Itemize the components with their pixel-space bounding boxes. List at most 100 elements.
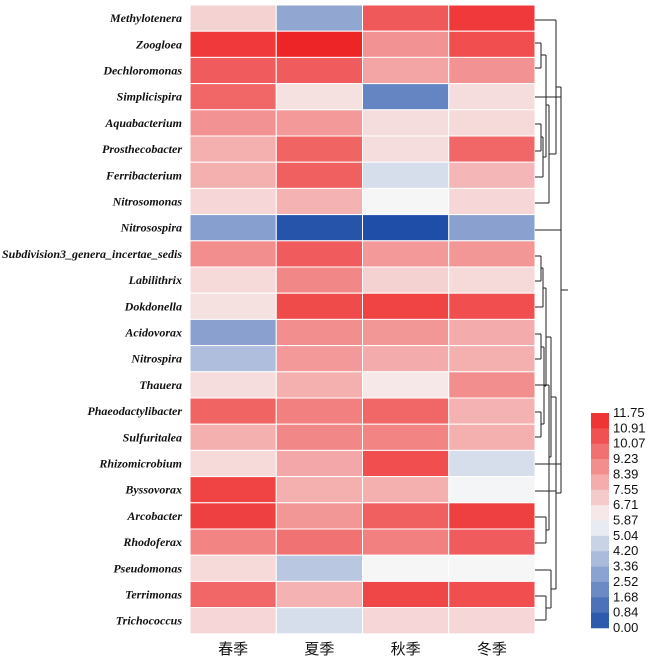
dendrogram-branches — [540, 20, 568, 620]
heatmap-cell — [448, 214, 536, 242]
row-label: Phaeodactylibacter — [87, 404, 182, 418]
heatmap-cell — [189, 528, 277, 556]
heatmap-cell — [189, 83, 277, 111]
heatmap-cell — [362, 528, 450, 556]
heatmap-cell — [275, 240, 363, 268]
heatmap-cell — [448, 109, 536, 137]
legend-tick-label: 10.91 — [613, 420, 646, 435]
legend-tick-label: 3.36 — [613, 559, 638, 574]
row-label: Dechloromonas — [102, 64, 182, 78]
row-label: Rhodoferax — [122, 535, 182, 549]
heatmap-cell — [189, 476, 277, 504]
legend-tick-label: 6.71 — [613, 497, 638, 512]
heatmap-cell — [275, 161, 363, 189]
heatmap-cell — [275, 30, 363, 58]
legend-swatch — [591, 489, 609, 506]
heatmap-cell — [448, 292, 536, 320]
legend-tick-labels: 11.7510.9110.079.238.397.556.715.875.044… — [613, 405, 646, 635]
legend-swatch — [591, 566, 609, 583]
heatmap-cell — [275, 56, 363, 85]
legend-tick-label: 0.84 — [613, 605, 638, 620]
heatmap-cell — [189, 607, 277, 635]
heatmap-cell — [362, 397, 450, 425]
heatmap-cell — [448, 240, 536, 268]
heatmap-cell — [189, 292, 277, 320]
heatmap-cell — [448, 30, 536, 58]
heatmap-cell — [448, 4, 536, 32]
column-label: 夏季 — [304, 640, 334, 656]
legend-tick-label: 10.07 — [613, 436, 646, 451]
heatmap-cell — [362, 109, 450, 137]
legend-swatch — [591, 612, 609, 629]
row-label: Aquabacterium — [104, 116, 182, 130]
heatmap-cell — [362, 292, 450, 320]
heatmap-cell — [362, 214, 450, 242]
row-label: Ferribacterium — [105, 168, 182, 182]
legend-swatch — [591, 428, 609, 445]
heatmap-cell — [448, 266, 536, 294]
legend-tick-label: 5.87 — [613, 513, 638, 528]
legend-tick-label: 4.20 — [613, 543, 638, 558]
heatmap-cell — [448, 135, 536, 163]
row-label: Arcobacter — [126, 509, 182, 523]
row-label: Prosthecobacter — [102, 142, 182, 156]
legend-swatch — [591, 413, 609, 429]
heatmap-cell — [362, 240, 450, 268]
heatmap-cell — [189, 135, 277, 163]
heatmap-cell — [362, 266, 450, 294]
heatmap-cell — [275, 580, 363, 609]
legend-swatch — [591, 505, 609, 521]
heatmap-cell — [448, 371, 536, 399]
heatmap-cells — [189, 4, 536, 635]
row-label: Byssovorax — [124, 483, 182, 497]
row-label: Zoogloea — [135, 37, 182, 51]
heatmap-cell — [362, 56, 450, 85]
row-label: Terrimonas — [125, 588, 182, 602]
row-label: Nitrosospira — [120, 221, 182, 235]
heatmap-cell — [275, 187, 363, 216]
legend-swatch — [591, 551, 609, 567]
heatmap-cell — [275, 345, 363, 373]
heatmap-cell — [448, 397, 536, 425]
row-label: Dokdonella — [124, 299, 182, 313]
heatmap-cell — [275, 449, 363, 478]
legend-tick-label: 1.68 — [613, 589, 638, 604]
heatmap-cell — [189, 240, 277, 268]
heatmap-cell — [362, 83, 450, 111]
heatmap-cell — [362, 476, 450, 504]
heatmap-cell — [189, 109, 277, 137]
row-label: Nitrospira — [130, 352, 182, 366]
column-label: 秋季 — [391, 640, 421, 656]
heatmap-cell — [275, 371, 363, 399]
heatmap-cell — [362, 502, 450, 530]
heatmap-cell — [275, 476, 363, 504]
heatmap-cell — [275, 109, 363, 137]
heatmap-cell — [275, 528, 363, 556]
row-label: Nitrosomonas — [112, 195, 183, 209]
heatmap-cell — [448, 423, 536, 451]
heatmap-cell — [362, 554, 450, 582]
heatmap-cell — [189, 554, 277, 582]
heatmap-cell — [448, 187, 536, 216]
heatmap-cell — [275, 607, 363, 635]
heatmap-cell — [362, 30, 450, 58]
heatmap-cell — [362, 423, 450, 451]
heatmap-cell — [189, 4, 277, 32]
heatmap-cell — [362, 135, 450, 163]
heatmap-cell — [275, 397, 363, 425]
row-label: Subdivision3_genera_incertae_sedis — [2, 247, 182, 261]
row-labels: Methylotenera Zoogloea Dechloromonas Simpli… — [2, 11, 182, 628]
heatmap-cell — [448, 449, 536, 478]
heatmap-cell — [448, 345, 536, 373]
heatmap-cell — [362, 345, 450, 373]
heatmap-cell — [275, 266, 363, 294]
heatmap-cell — [362, 4, 450, 32]
heatmap-cell — [448, 528, 536, 556]
heatmap-cell — [189, 161, 277, 189]
heatmap-cell — [189, 214, 277, 242]
heatmap-cell — [275, 502, 363, 530]
heatmap-cell — [189, 345, 277, 373]
heatmap-cell — [448, 318, 536, 347]
legend-tick-label: 0.00 — [613, 620, 638, 635]
